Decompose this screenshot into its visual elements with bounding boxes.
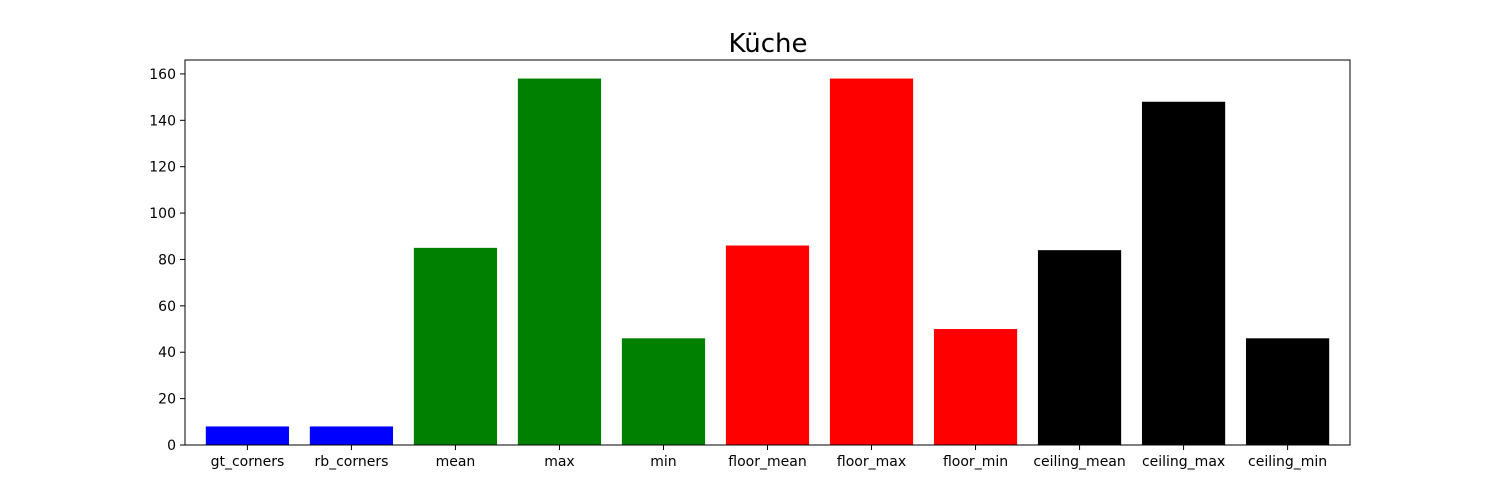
y-tick-label: 140 <box>149 113 176 129</box>
bar-rb-corners <box>309 426 394 445</box>
bar-ceiling-max <box>1141 101 1226 445</box>
x-tick-label: mean <box>436 454 476 470</box>
x-tick-label: ceiling_mean <box>1033 454 1125 470</box>
x-tick-label: max <box>544 454 575 470</box>
bar-min <box>621 338 706 445</box>
bars-layer <box>205 78 1330 446</box>
bar-floor-mean <box>725 245 810 445</box>
plot-frame <box>184 59 1351 446</box>
bar-ceiling-min <box>1245 338 1330 445</box>
x-tick-label: ceiling_min <box>1248 454 1327 470</box>
x-tick-label: min <box>650 454 676 470</box>
y-axis: 0 20 40 60 80 100 120 140 160 <box>149 67 185 454</box>
y-tick-label: 100 <box>149 206 176 222</box>
bar-floor-max <box>829 78 914 446</box>
x-tick-label: floor_mean <box>728 454 806 470</box>
x-tick-label: rb_corners <box>314 454 388 470</box>
bar-gt-corners <box>205 426 290 445</box>
x-tick-label: ceiling_max <box>1142 454 1225 470</box>
y-tick-label: 40 <box>158 345 176 361</box>
y-tick-label: 80 <box>158 252 176 268</box>
x-axis: gt_corners rb_corners mean max min floor_mean… <box>211 445 1327 470</box>
y-tick-label: 20 <box>158 392 176 408</box>
bar-ceiling-mean <box>1037 250 1122 445</box>
x-tick-label: floor_min <box>943 454 1008 470</box>
chart-title: Küche <box>728 29 807 59</box>
y-tick-label: 160 <box>149 67 176 83</box>
bar-max <box>517 78 602 446</box>
y-tick-label: 60 <box>158 299 176 315</box>
y-tick-label: 120 <box>149 160 176 176</box>
bar-floor-min <box>933 329 1018 445</box>
x-tick-label: floor_max <box>837 454 906 470</box>
x-tick-label: gt_corners <box>211 454 285 470</box>
bar-mean <box>413 247 498 445</box>
y-tick-label: 0 <box>167 438 176 454</box>
